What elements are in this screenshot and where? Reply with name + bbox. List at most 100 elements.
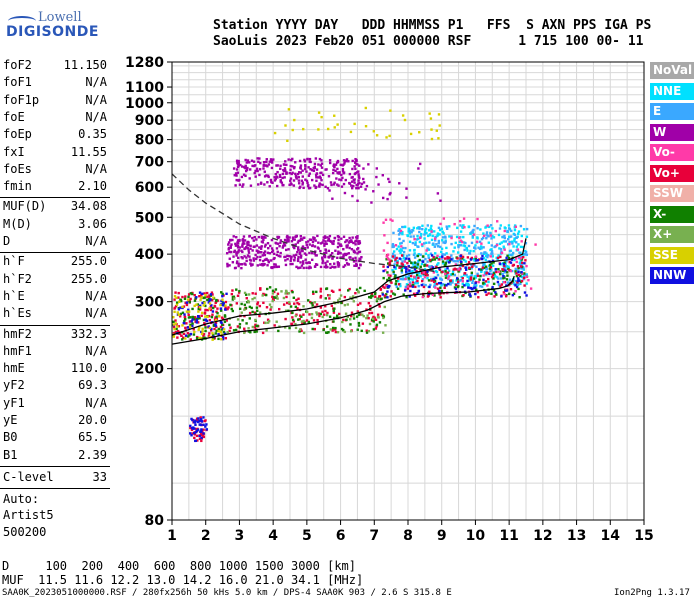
echo-point (508, 240, 511, 244)
echo-point (473, 259, 476, 262)
param-name: yF2 (3, 378, 25, 393)
echo-point (481, 254, 484, 258)
echo-point (492, 236, 496, 239)
echo-point (235, 235, 238, 239)
echo-point (481, 265, 485, 268)
echo-point (459, 224, 462, 227)
echo-point (256, 302, 259, 306)
echo-point (267, 163, 271, 166)
echo-point (519, 224, 523, 228)
echo-point (408, 229, 411, 232)
echo-point (199, 430, 202, 433)
echo-point (356, 235, 359, 238)
echo-point (291, 311, 294, 315)
echo-point (441, 236, 445, 239)
echo-point (285, 240, 289, 243)
echo-point (402, 250, 406, 254)
echo-point (433, 284, 436, 287)
echo-point (365, 316, 368, 320)
echo-point (497, 267, 500, 271)
echo-point (271, 249, 275, 252)
echo-point (367, 316, 370, 320)
echo-point (338, 178, 341, 181)
echo-point (505, 265, 509, 268)
echo-point (418, 236, 422, 239)
echo-point (255, 238, 258, 241)
echo-point (405, 267, 408, 271)
echo-point (223, 320, 227, 323)
echo-point (312, 169, 316, 173)
echo-point (349, 130, 353, 134)
echo-point (302, 319, 305, 323)
echo-point (256, 301, 260, 304)
echo-point (515, 241, 518, 244)
echo-point (261, 294, 264, 297)
echo-point (189, 424, 192, 428)
c-level-row: C-level 33 (3, 470, 107, 487)
echo-point (200, 420, 204, 423)
echo-point (238, 183, 242, 186)
echo-point (381, 196, 385, 200)
echo-point (488, 267, 492, 270)
echo-point (357, 266, 361, 270)
echo-point (376, 313, 380, 316)
echo-point (308, 251, 311, 255)
echo-point (468, 293, 471, 296)
echo-point (294, 243, 297, 246)
echo-point (489, 269, 492, 273)
echo-point (519, 263, 522, 266)
echo-point (495, 293, 498, 296)
echo-point (415, 238, 419, 241)
echo-point (175, 327, 178, 331)
echo-point (427, 279, 431, 282)
echo-point (401, 232, 404, 236)
echo-point (264, 293, 268, 297)
echo-point (308, 238, 312, 241)
echo-point (258, 314, 261, 318)
echo-point (515, 245, 519, 248)
echo-point (482, 263, 485, 266)
echo-point (514, 267, 517, 271)
echo-point (304, 178, 307, 181)
echo-point (408, 249, 412, 252)
echo-point (351, 257, 355, 260)
echo-point (367, 301, 371, 305)
echo-point (350, 311, 354, 314)
echo-point (260, 251, 263, 254)
echo-point (346, 303, 349, 306)
echo-point (316, 318, 319, 322)
echo-point (435, 129, 438, 132)
x-tick-label: 8 (403, 528, 413, 544)
echo-point (405, 271, 408, 275)
echo-point (307, 266, 311, 270)
echo-point (277, 254, 280, 258)
echo-point (230, 292, 234, 296)
echo-point (340, 237, 343, 240)
echo-point (309, 167, 312, 171)
echo-point (228, 250, 231, 254)
param-name: h`E (3, 288, 25, 303)
echo-point (284, 289, 288, 293)
echo-point (319, 164, 322, 167)
echo-point (356, 163, 359, 166)
echo-point (270, 180, 273, 184)
echo-point (258, 173, 261, 177)
echo-point (314, 174, 318, 177)
echo-point (401, 114, 405, 117)
echo-point (432, 271, 436, 274)
echo-point (461, 285, 464, 289)
echo-point (417, 271, 421, 275)
echo-point (456, 260, 459, 263)
echo-point (525, 253, 529, 256)
echo-point (474, 292, 477, 296)
echo-point (195, 303, 198, 306)
echo-point (307, 166, 310, 169)
echo-point (184, 326, 187, 330)
echo-point (190, 428, 194, 432)
echo-point (378, 305, 381, 308)
echo-point (360, 329, 363, 333)
legend-item-vo-: Vo- (650, 144, 694, 161)
muf-dashed-curve (171, 173, 436, 273)
echo-point (375, 323, 379, 327)
echo-point (476, 272, 479, 276)
